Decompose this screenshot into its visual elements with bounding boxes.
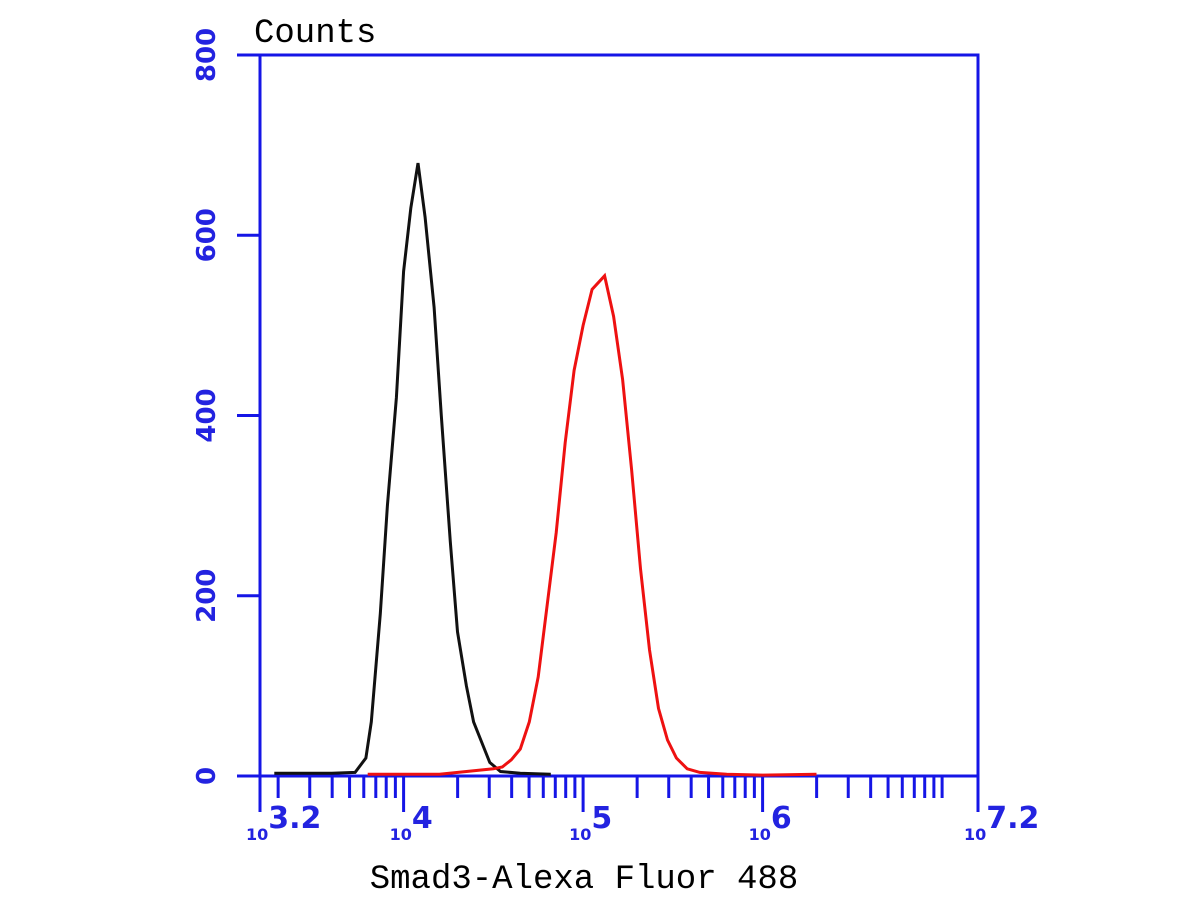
y-tick-label: 0 <box>192 767 222 785</box>
y-tick-label: 400 <box>192 388 222 442</box>
x-tick-exponent: 4 <box>412 801 433 836</box>
x-tick-exponent: 7.2 <box>986 801 1039 836</box>
plot-frame <box>258 53 980 778</box>
histogram-line <box>367 272 817 777</box>
x-tick-exponent: 5 <box>591 801 612 836</box>
y-tick-label: 800 <box>192 28 222 82</box>
y-tick-label: 200 <box>192 569 222 623</box>
y-tick-label: 600 <box>192 208 222 262</box>
x-tick-base: 10 <box>964 825 986 844</box>
y-axis-title: Counts <box>254 15 376 53</box>
x-tick-exponent: 3.2 <box>268 801 321 836</box>
x-tick-label: 103.2 <box>246 801 321 844</box>
x-tick-base: 10 <box>246 825 268 844</box>
x-tick-base: 10 <box>749 825 771 844</box>
x-tick-base: 10 <box>569 825 591 844</box>
x-axis-title: Smad3-Alexa Fluor 488 <box>370 861 798 899</box>
x-tick-base: 10 <box>390 825 412 844</box>
x-tick-label: 104 <box>390 801 433 844</box>
x-tick-label: 106 <box>749 801 792 844</box>
x-tick-label: 107.2 <box>964 801 1039 844</box>
x-tick-exponent: 6 <box>771 801 792 836</box>
histogram-line <box>274 162 551 776</box>
x-tick-label: 105 <box>569 801 612 844</box>
